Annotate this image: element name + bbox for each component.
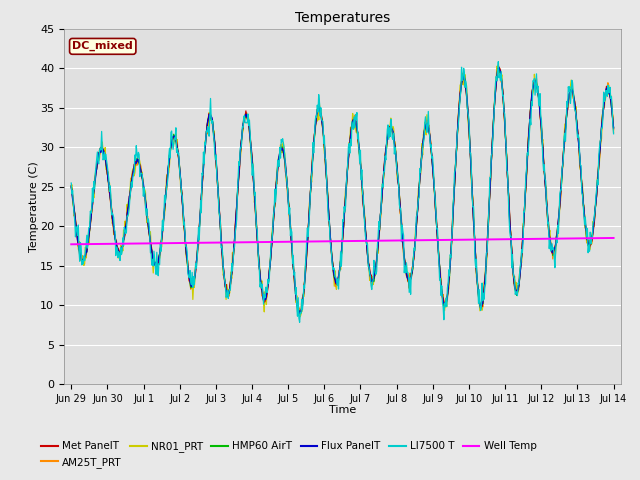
Legend: Met PanelT, AM25T_PRT, NR01_PRT, HMP60 AirT, Flux PanelT, LI7500 T, Well Temp: Met PanelT, AM25T_PRT, NR01_PRT, HMP60 A… (42, 442, 536, 468)
Text: DC_mixed: DC_mixed (72, 41, 133, 51)
Title: Temperatures: Temperatures (295, 11, 390, 25)
Y-axis label: Temperature (C): Temperature (C) (29, 161, 39, 252)
X-axis label: Time: Time (329, 405, 356, 415)
